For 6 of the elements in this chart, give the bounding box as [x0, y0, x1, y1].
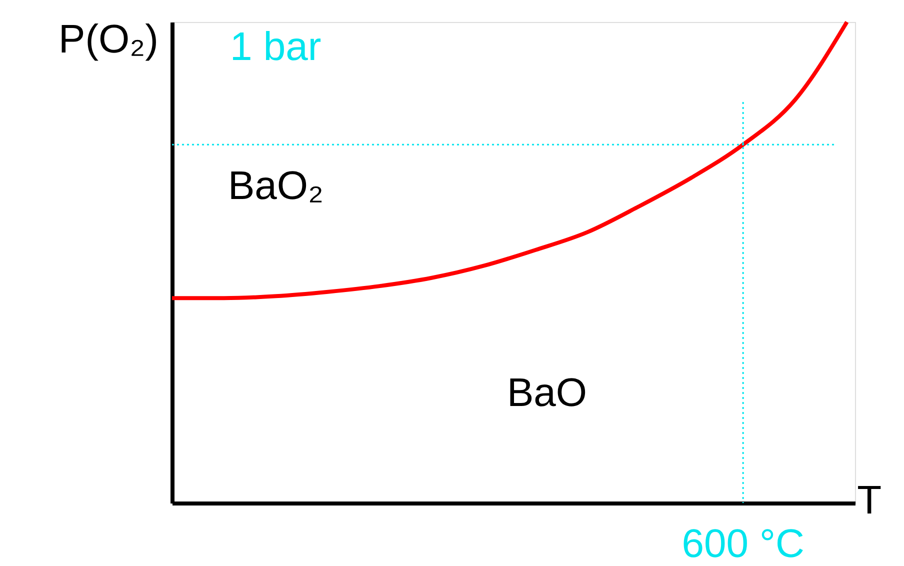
ref-line-label: 1 bar — [230, 25, 322, 69]
annotation: BaO₂ — [228, 164, 324, 208]
annotation: BaO — [507, 371, 588, 415]
x-axis-title: T — [857, 478, 882, 522]
text: 600 °C — [682, 522, 804, 566]
y-axis-title: P(O₂) — [58, 18, 158, 62]
